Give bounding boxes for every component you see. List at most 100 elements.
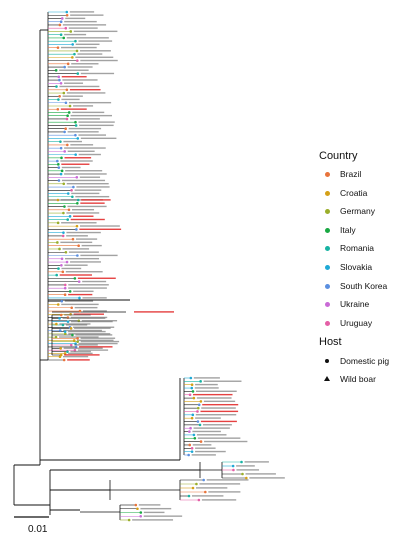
- tip-marker: [62, 91, 66, 95]
- tip-marker: [57, 163, 60, 166]
- tip-label: [71, 208, 95, 211]
- tip-marker: [199, 380, 202, 383]
- tip-label: [63, 329, 102, 332]
- tip-label: [71, 63, 99, 65]
- tip-label: [64, 300, 94, 302]
- tip-label: [64, 173, 107, 175]
- tip-marker: [198, 423, 202, 427]
- tip-label: [81, 244, 102, 247]
- tree-tips: [54, 10, 285, 522]
- tip-marker: [59, 20, 63, 24]
- tip-label: [73, 313, 104, 315]
- tip-label: [196, 434, 227, 436]
- tip-marker: [245, 476, 248, 480]
- tip-label: [81, 320, 118, 322]
- tip-label: [82, 310, 107, 312]
- tip-marker: [73, 277, 77, 280]
- tip-label: [80, 202, 105, 204]
- tip-marker: [58, 317, 61, 320]
- tip-marker: [65, 10, 69, 14]
- tip-label: [197, 437, 241, 439]
- tip-label: [61, 179, 106, 182]
- legend-color-dot: [325, 265, 330, 270]
- legend-color-dot: [325, 209, 330, 215]
- tip-label: [78, 40, 113, 42]
- tip-marker: [77, 244, 80, 248]
- tip-label: [59, 274, 92, 276]
- tip-marker: [59, 313, 63, 317]
- tip-marker: [60, 169, 64, 173]
- tip-marker: [75, 49, 79, 53]
- tip-marker: [188, 393, 192, 397]
- tip-label: [82, 297, 107, 299]
- tip-marker: [71, 56, 74, 59]
- tip-label: [70, 14, 104, 16]
- tip-label: [64, 157, 92, 159]
- tip-label: [195, 417, 221, 419]
- tip-label: [63, 347, 103, 349]
- tip-label: [132, 519, 174, 521]
- tip-label: [59, 323, 91, 325]
- tip-marker: [190, 450, 194, 453]
- tip-label: [249, 477, 285, 479]
- tip-label: [70, 316, 108, 319]
- tip-marker: [63, 65, 66, 69]
- tip-marker: [59, 353, 63, 357]
- tip-label: [59, 69, 89, 71]
- tip-label: [64, 20, 97, 23]
- tip-marker: [77, 280, 81, 283]
- legend-label: Croatia: [340, 187, 368, 198]
- tip-label: [196, 487, 228, 489]
- tip-label: [70, 350, 91, 353]
- tip-marker: [60, 17, 64, 20]
- tip-marker: [59, 82, 63, 85]
- tip-label: [69, 118, 100, 120]
- tip-label: [236, 469, 260, 471]
- tip-label: [75, 43, 100, 46]
- tip-marker: [66, 192, 70, 195]
- tip-marker: [76, 72, 80, 75]
- tip-marker: [64, 127, 67, 130]
- legend-label: Germany: [340, 206, 375, 217]
- tip-label: [143, 515, 183, 517]
- tip-label: [191, 454, 216, 456]
- tree-branches: [13, 11, 247, 521]
- legend-color-dot: [325, 227, 330, 233]
- tip-marker: [192, 433, 196, 437]
- tip-label: [71, 192, 100, 195]
- tip-marker: [65, 13, 69, 17]
- tip-marker: [74, 120, 77, 124]
- tip-marker: [78, 309, 82, 313]
- tip-marker: [191, 390, 195, 393]
- tip-marker: [188, 430, 191, 433]
- tip-label: [82, 280, 107, 283]
- tip-label: [64, 264, 88, 266]
- host-legend-title: Host: [319, 336, 342, 348]
- tip-label: [69, 88, 101, 91]
- tip-label: [79, 225, 120, 227]
- tip-marker: [66, 114, 69, 118]
- tip-marker: [58, 23, 62, 27]
- tip-label: [194, 387, 219, 389]
- tip-label: [206, 479, 249, 481]
- tip-label: [62, 79, 98, 81]
- tip-label: [62, 355, 89, 358]
- tip-label: [73, 30, 118, 33]
- tip-marker: [65, 260, 69, 264]
- tip-marker: [57, 179, 61, 182]
- tip-label: [61, 303, 99, 306]
- tip-marker: [61, 234, 65, 238]
- tip-marker: [68, 215, 72, 218]
- tip-label: [67, 131, 99, 133]
- tip-label: [193, 393, 233, 396]
- tip-marker: [62, 211, 65, 215]
- tip-marker: [64, 26, 68, 30]
- tip-label: [195, 447, 216, 449]
- tip-marker: [134, 503, 138, 507]
- tip-label: [193, 377, 220, 379]
- tip-label: [66, 235, 88, 237]
- tip-label: [66, 231, 101, 234]
- tip-marker: [191, 413, 195, 417]
- tip-label: [208, 491, 241, 493]
